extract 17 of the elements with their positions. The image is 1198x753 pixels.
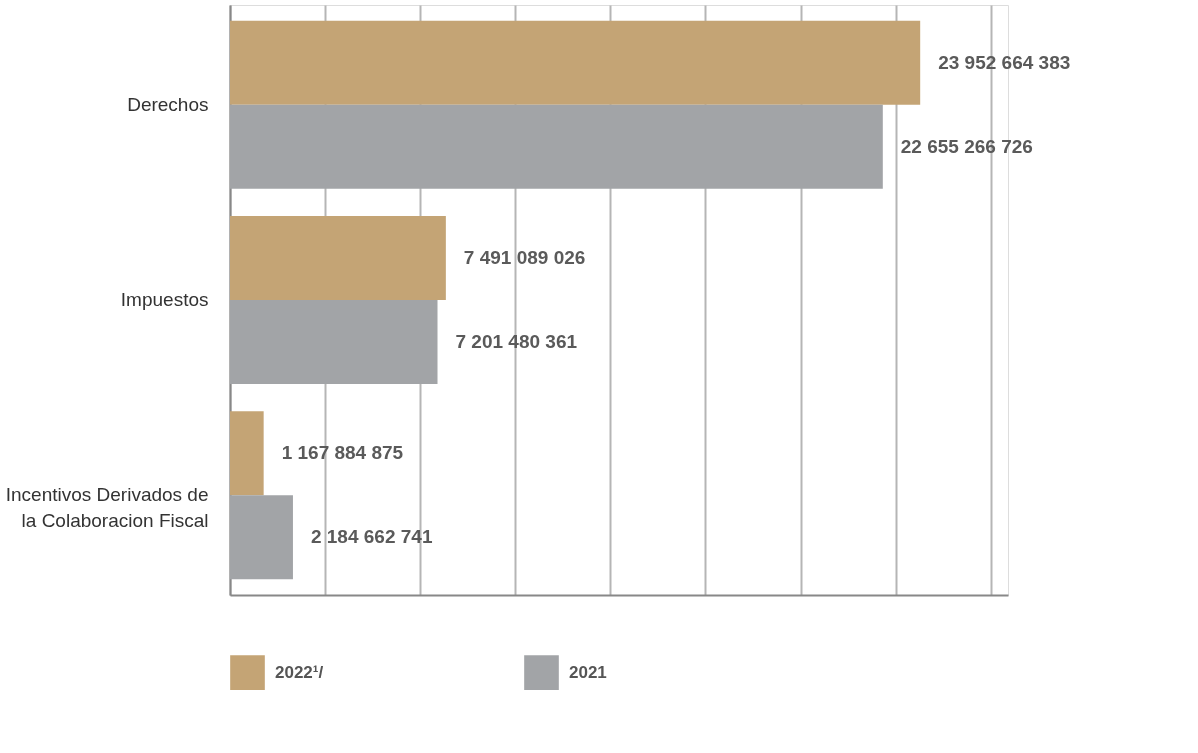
y-tick-label: Incentivos Derivados de la Colaboracion Fiscal	[5, 484, 209, 532]
data-label: 7 201 480 361	[455, 331, 578, 352]
data-label: 23 952 664 383	[938, 51, 1071, 73]
data-label: 22 655 266 726	[900, 135, 1033, 157]
bar	[230, 411, 264, 496]
bar	[230, 300, 438, 385]
legend-label: 2021	[569, 662, 607, 682]
data-label: 7 491 089 026	[463, 247, 586, 268]
bar	[230, 20, 921, 105]
data-label: 2 184 662 741	[310, 526, 433, 548]
y-tick-label: Impuestos	[120, 289, 209, 310]
bar	[230, 495, 293, 580]
legend-label: 2022¹/	[275, 662, 324, 682]
data-label: 1 167 884 875	[281, 442, 404, 464]
bar	[230, 215, 446, 300]
y-tick-label: Derechos	[127, 93, 209, 115]
bar	[230, 104, 883, 189]
